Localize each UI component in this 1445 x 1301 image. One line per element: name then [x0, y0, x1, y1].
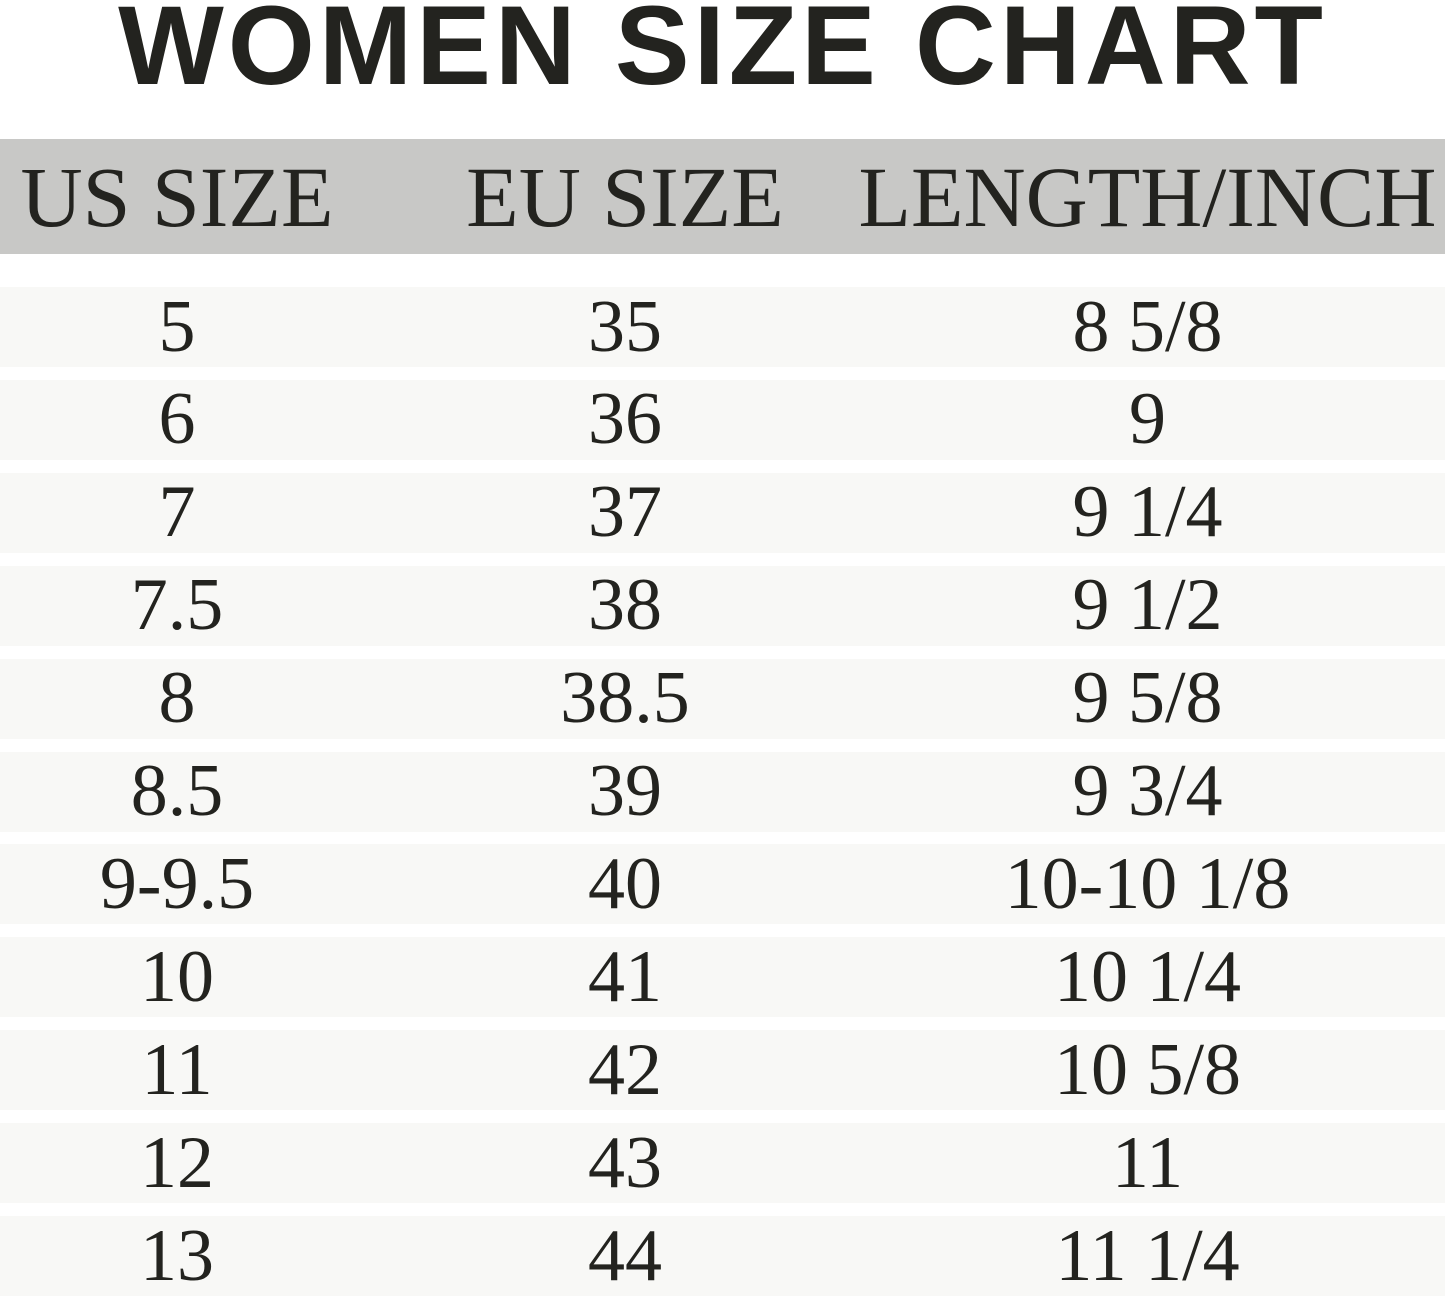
header-eu-size: EU SIZE: [466, 148, 784, 245]
table-header: US SIZE EU SIZE LENGTH/INCH: [0, 139, 1445, 254]
eu-size-cell: 41: [588, 935, 662, 1018]
eu-size-cell: 35: [588, 285, 662, 368]
table-row: 11 42 10 5/8: [0, 1028, 1445, 1111]
us-size-cell: 12: [140, 1121, 214, 1204]
length-inch-cell: 9: [1129, 378, 1166, 461]
table-row: 8.5 39 9 3/4: [0, 750, 1445, 832]
us-size-cell: 5: [158, 285, 196, 368]
table-row: 10 41 10 1/4: [0, 935, 1445, 1018]
us-size-cell: 13: [140, 1214, 214, 1297]
header-length-inch: LENGTH/INCH: [858, 148, 1437, 245]
eu-size-cell: 42: [588, 1028, 662, 1111]
length-inch-cell: 10 5/8: [1053, 1028, 1242, 1111]
length-inch-cell: 9 1/2: [1072, 564, 1223, 647]
eu-size-cell: 36: [588, 378, 662, 461]
header-us-size: US SIZE: [20, 148, 334, 245]
eu-size-cell: 40: [588, 842, 662, 925]
table-row: 7 37 9 1/4: [0, 471, 1445, 554]
us-size-cell: 11: [141, 1028, 213, 1111]
length-inch-cell: 9 3/4: [1072, 750, 1223, 832]
table-row: 8 38.5 9 5/8: [0, 657, 1445, 740]
length-inch-cell: 11: [1111, 1121, 1184, 1204]
length-inch-cell: 9 1/4: [1072, 471, 1223, 554]
us-size-cell: 7.5: [130, 564, 224, 647]
length-inch-cell: 10-10 1/8: [1004, 842, 1291, 925]
table-row: 12 43 11: [0, 1121, 1445, 1204]
length-inch-cell: 10 1/4: [1053, 935, 1242, 1018]
eu-size-cell: 37: [588, 471, 662, 554]
eu-size-cell: 44: [588, 1214, 662, 1297]
chart-title: WOMEN SIZE CHART: [118, 0, 1327, 108]
us-size-cell: 6: [158, 378, 196, 461]
us-size-cell: 8: [158, 657, 196, 740]
us-size-cell: 9-9.5: [99, 842, 255, 925]
table-row: 7.5 38 9 1/2: [0, 564, 1445, 647]
table-row: 13 44 11 1/4: [0, 1214, 1445, 1297]
us-size-cell: 7: [158, 471, 196, 554]
eu-size-cell: 38.5: [560, 657, 690, 740]
eu-size-cell: 43: [588, 1121, 662, 1204]
length-inch-cell: 8 5/8: [1072, 285, 1223, 368]
us-size-cell: 10: [140, 935, 214, 1018]
length-inch-cell: 11 1/4: [1055, 1214, 1240, 1297]
length-inch-cell: 9 5/8: [1072, 657, 1223, 740]
eu-size-cell: 38: [588, 564, 662, 647]
table-row: 9-9.5 40 10-10 1/8: [0, 842, 1445, 925]
eu-size-cell: 39: [588, 750, 662, 832]
us-size-cell: 8.5: [130, 750, 224, 832]
table-row: 5 35 8 5/8: [0, 285, 1445, 368]
table-row: 6 36 9: [0, 378, 1445, 461]
